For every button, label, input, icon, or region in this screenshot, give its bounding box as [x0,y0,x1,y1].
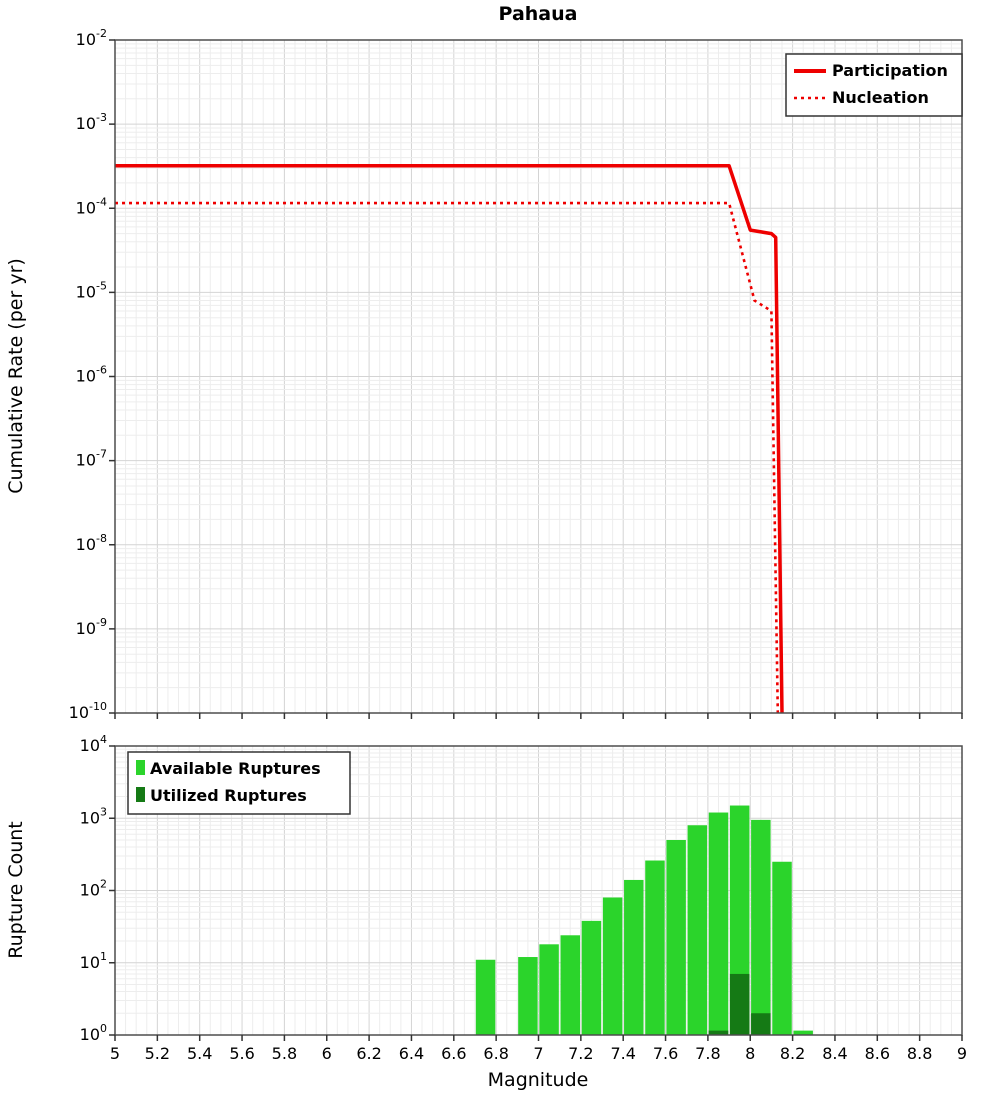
x-tick-label: 7.8 [695,1044,720,1063]
y-tick-label: 104 [80,733,107,755]
x-tick-label: 5.4 [187,1044,212,1063]
y-tick-label: 10-3 [76,111,107,133]
x-axis-label: Magnitude [488,1069,589,1091]
y-tick-label: 10-5 [76,279,107,301]
available-ruptures-bar [602,897,623,1035]
legend-box [127,751,351,815]
legend-label: Available Ruptures [150,759,321,778]
x-tick-label: 8.6 [865,1044,890,1063]
count-panel: 5 5.2 5.4 5.6 5.8 6 6.2 6.4 6.6 6.8 7 7.2 7.4 7.6 7.8 8… [80,733,967,1063]
x-tick-label: 5.2 [145,1044,170,1063]
y-axis-label-count: Rupture Count [5,821,27,959]
x-tick-label: 8.8 [907,1044,932,1063]
y-tick-label: 10-9 [76,616,107,638]
utilized-ruptures-bar [751,1013,771,1035]
legend: Available Ruptures Utilized Ruptures [127,751,351,815]
available-ruptures-bar [793,1030,813,1035]
available-ruptures-bar [624,879,644,1035]
x-tick-label: 6.6 [441,1044,466,1063]
x-tick-label: 8.2 [780,1044,805,1063]
y-tick-label: 10-10 [69,700,107,722]
available-ruptures-bar [581,920,602,1035]
legend-bar-sample [136,760,145,775]
available-ruptures-bar [475,959,496,1035]
y-axis-label-rate: Cumulative Rate (per yr) [5,258,27,494]
legend-bar-sample [136,787,145,802]
x-tick-label: 8.4 [822,1044,847,1063]
y-tick-label: 103 [80,805,107,827]
x-tick-label: 5 [110,1044,120,1063]
x-tick-label: 6.8 [483,1044,508,1063]
available-ruptures-bar [645,860,665,1035]
y-tick-label: 10-4 [76,195,107,217]
x-tick-label: 9 [957,1044,967,1063]
utilized-ruptures-bar [708,1030,729,1035]
x-tick-label: 5.8 [272,1044,297,1063]
legend-label: Participation [832,61,948,80]
available-ruptures-bar [687,825,708,1035]
legend: Participation Nucleation [785,53,963,117]
chart-title: Pahaua [499,3,578,25]
available-ruptures-bar [518,957,538,1035]
x-tick-label: 7.4 [610,1044,635,1063]
legend-label: Utilized Ruptures [150,786,307,805]
available-ruptures-bar [666,839,686,1035]
legend-box [785,53,963,117]
legend-label: Nucleation [832,88,929,107]
available-ruptures-bar [751,819,771,1035]
available-ruptures-bar [560,935,581,1035]
x-tick-label: 8 [745,1044,755,1063]
x-tick-label: 7.6 [653,1044,678,1063]
y-tick-label: 10-2 [76,27,107,49]
y-tick-label: 100 [80,1022,107,1044]
y-tick-label: 10-8 [76,532,107,554]
y-tick-label: 10-6 [76,364,107,386]
x-tick-label: 7 [533,1044,543,1063]
rate-panel: 10-10 10-9 10-8 10-7 10-6 10-5 10-4 10-3 10-2 Par… [69,27,963,722]
y-tick-label: 102 [80,878,107,900]
nucleation-line [115,201,780,714]
available-ruptures-bar [539,944,559,1035]
y-tick-label: 101 [80,950,107,972]
x-tick-label: 6 [322,1044,332,1063]
x-tick-label: 7.2 [568,1044,593,1063]
participation-line [115,164,784,714]
available-ruptures-bar [708,812,729,1035]
x-tick-label: 5.6 [229,1044,254,1063]
x-tick-label: 6.4 [399,1044,424,1063]
x-tick-label: 6.2 [356,1044,381,1063]
available-ruptures-bar [772,861,792,1035]
utilized-ruptures-bar [729,973,750,1035]
y-tick-label: 10-7 [76,448,107,470]
